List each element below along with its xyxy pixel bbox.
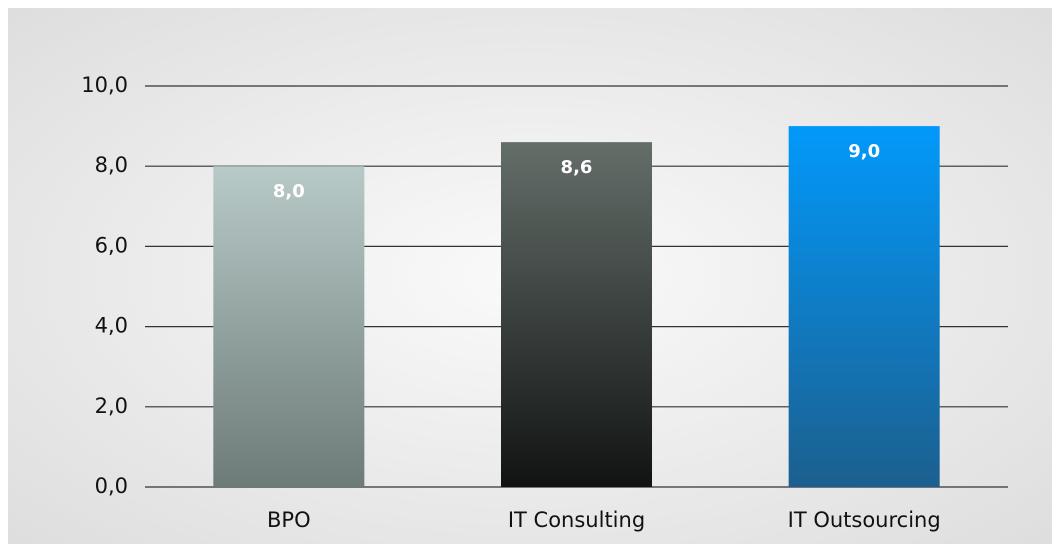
y-tick-label: 0,0 <box>95 474 128 498</box>
bar <box>788 126 940 487</box>
x-tick-label: IT Consulting <box>508 508 645 532</box>
x-tick-label: BPO <box>267 508 311 532</box>
y-tick-label: 6,0 <box>95 233 128 257</box>
bar <box>213 166 365 487</box>
value-label: 8,0 <box>273 181 305 202</box>
y-tick-label: 2,0 <box>95 394 128 418</box>
y-tick-label: 10,0 <box>81 73 128 97</box>
x-tick-label: IT Outsourcing <box>788 508 941 532</box>
value-label: 9,0 <box>848 141 880 162</box>
y-tick-label: 4,0 <box>95 314 128 338</box>
value-label: 8,6 <box>561 157 593 178</box>
bar <box>500 142 653 487</box>
y-tick-label: 8,0 <box>95 153 128 177</box>
